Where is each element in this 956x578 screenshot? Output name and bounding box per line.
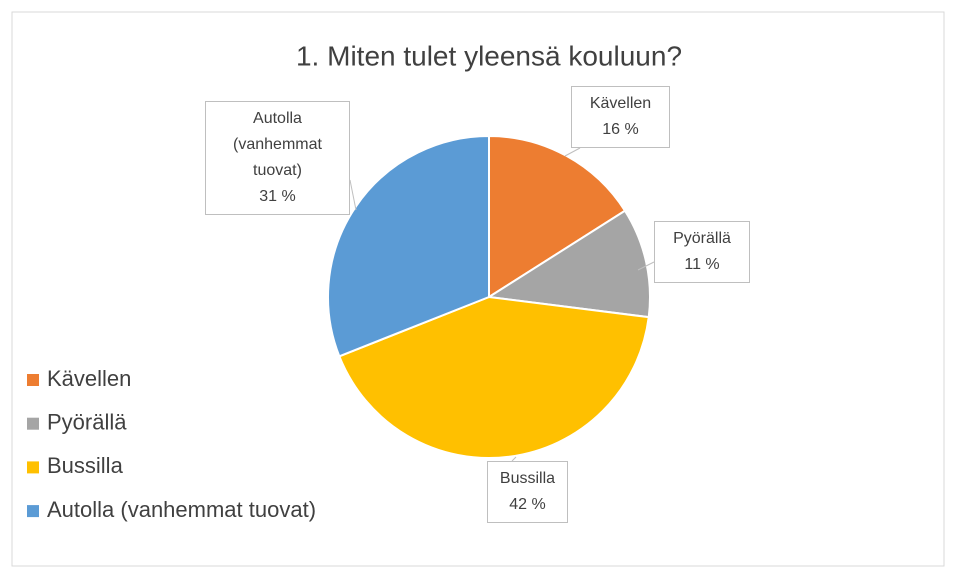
pie-slice — [488, 134, 627, 299]
data-label: Bussilla 42 % — [487, 461, 568, 523]
pie-slice — [486, 209, 651, 319]
legend-label: Pyörällä — [47, 410, 127, 435]
data-label-value: 11 % — [684, 256, 720, 273]
legend-label: Kävellen — [47, 366, 131, 391]
chart-title: 1. Miten tulet yleensä kouluun? — [296, 40, 682, 71]
legend-label: Bussilla — [47, 453, 124, 478]
data-label: Kävellen 16 % — [571, 86, 670, 148]
leader-line — [564, 147, 581, 157]
data-label-category: Pyörällä — [673, 230, 731, 247]
legend-label: Autolla (vanhemmat tuovat) — [47, 497, 316, 522]
data-label: Autolla (vanhemmat tuovat) 31 % — [205, 101, 350, 215]
data-label-value: 42 % — [509, 496, 546, 513]
pie-slice — [327, 134, 490, 358]
chart-frame — [11, 11, 945, 567]
data-label: Pyörällä 11 % — [654, 221, 750, 283]
leader-line — [349, 179, 357, 211]
legend-swatch — [27, 374, 39, 386]
data-label-value: 16 % — [602, 121, 639, 138]
data-label-category: Kävellen — [589, 95, 652, 112]
legend-swatch — [27, 417, 39, 430]
leader-line — [511, 456, 517, 462]
legend-swatch — [27, 505, 39, 518]
data-label-value: 31 % — [259, 188, 296, 205]
legend-swatch — [27, 461, 39, 474]
pie-slice — [338, 295, 650, 459]
data-label-category: Autolla (vanhemmat tuovat) — [233, 110, 322, 179]
data-label-category: Bussilla — [499, 470, 556, 487]
leader-line — [637, 261, 655, 271]
